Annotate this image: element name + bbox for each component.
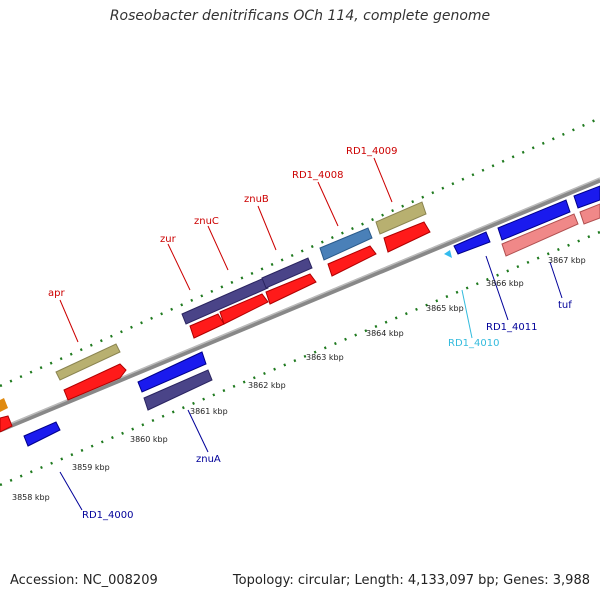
gene-red-znuB (265, 273, 317, 305)
gene-track-reverse (23, 185, 600, 447)
gene-blue-upper (137, 351, 207, 393)
gene-label-4009: RD1_4009 (346, 146, 397, 157)
ruler-label: 3860 kbp (130, 435, 168, 444)
gene-red-4009 (383, 221, 431, 253)
ruler-label: 3867 kbp (548, 256, 586, 265)
gene-purple-znuB (261, 257, 313, 289)
gene-pink-right (579, 203, 600, 225)
gene-blue-tuf-upper (497, 199, 571, 241)
gene-pink-tuf (501, 213, 579, 257)
ruler-label: 3861 kbp (190, 407, 228, 416)
accession-text: Accession: NC_008209 (10, 573, 158, 588)
genome-summary-text: Topology: circular; Length: 4,133,097 bp… (232, 573, 590, 588)
gene-red-apr (63, 363, 127, 401)
gene-blue-4011 (453, 231, 491, 255)
gene-label-group: apr zur znuC znuB RD1_4008 RD1_4009 znuA… (48, 146, 572, 521)
label-leaders (59, 157, 563, 511)
gene-label-tuf: tuf (558, 300, 572, 311)
gene-label-4010: RD1_4010 (448, 338, 499, 349)
gene-steel-4008 (319, 227, 373, 261)
gene-track-forward (0, 201, 431, 433)
gene-label-4000: RD1_4000 (82, 510, 133, 521)
gene-purple-zur (181, 277, 269, 325)
ruler-label-group: 3858 kbp 3859 kbp 3860 kbp 3861 kbp 3862… (12, 256, 586, 502)
gene-blue-right (573, 185, 600, 209)
ruler-label: 3866 kbp (486, 279, 524, 288)
gene-label-znuB: znuB (244, 194, 269, 205)
gene-purple-znuA (143, 369, 213, 411)
gene-cyan-4010 (444, 250, 452, 258)
gene-label-znuC: znuC (194, 216, 219, 227)
ruler-label: 3858 kbp (12, 493, 50, 502)
gene-orange-left (0, 398, 8, 412)
gene-red-4008 (327, 245, 377, 277)
ruler-label: 3865 kbp (426, 304, 464, 313)
gene-label-apr: apr (48, 288, 65, 299)
ruler-label: 3862 kbp (248, 381, 286, 390)
gene-olive-4009 (375, 201, 427, 235)
ruler-label: 3859 kbp (72, 463, 110, 472)
gene-label-4011: RD1_4011 (486, 322, 537, 333)
map-title: Roseobacter denitrificans OCh 114, compl… (109, 8, 491, 24)
ruler-label: 3864 kbp (366, 329, 404, 338)
gene-label-4008: RD1_4008 (292, 170, 343, 181)
gene-blue-4000 (23, 421, 61, 447)
gene-label-zur: zur (160, 234, 177, 245)
gene-label-znuA: znuA (196, 454, 221, 465)
gene-red-znuC (219, 293, 269, 325)
genome-backbone (0, 177, 600, 433)
ruler-label: 3863 kbp (306, 353, 344, 362)
gene-olive-apr (55, 343, 121, 381)
gene-red-left (0, 415, 13, 433)
